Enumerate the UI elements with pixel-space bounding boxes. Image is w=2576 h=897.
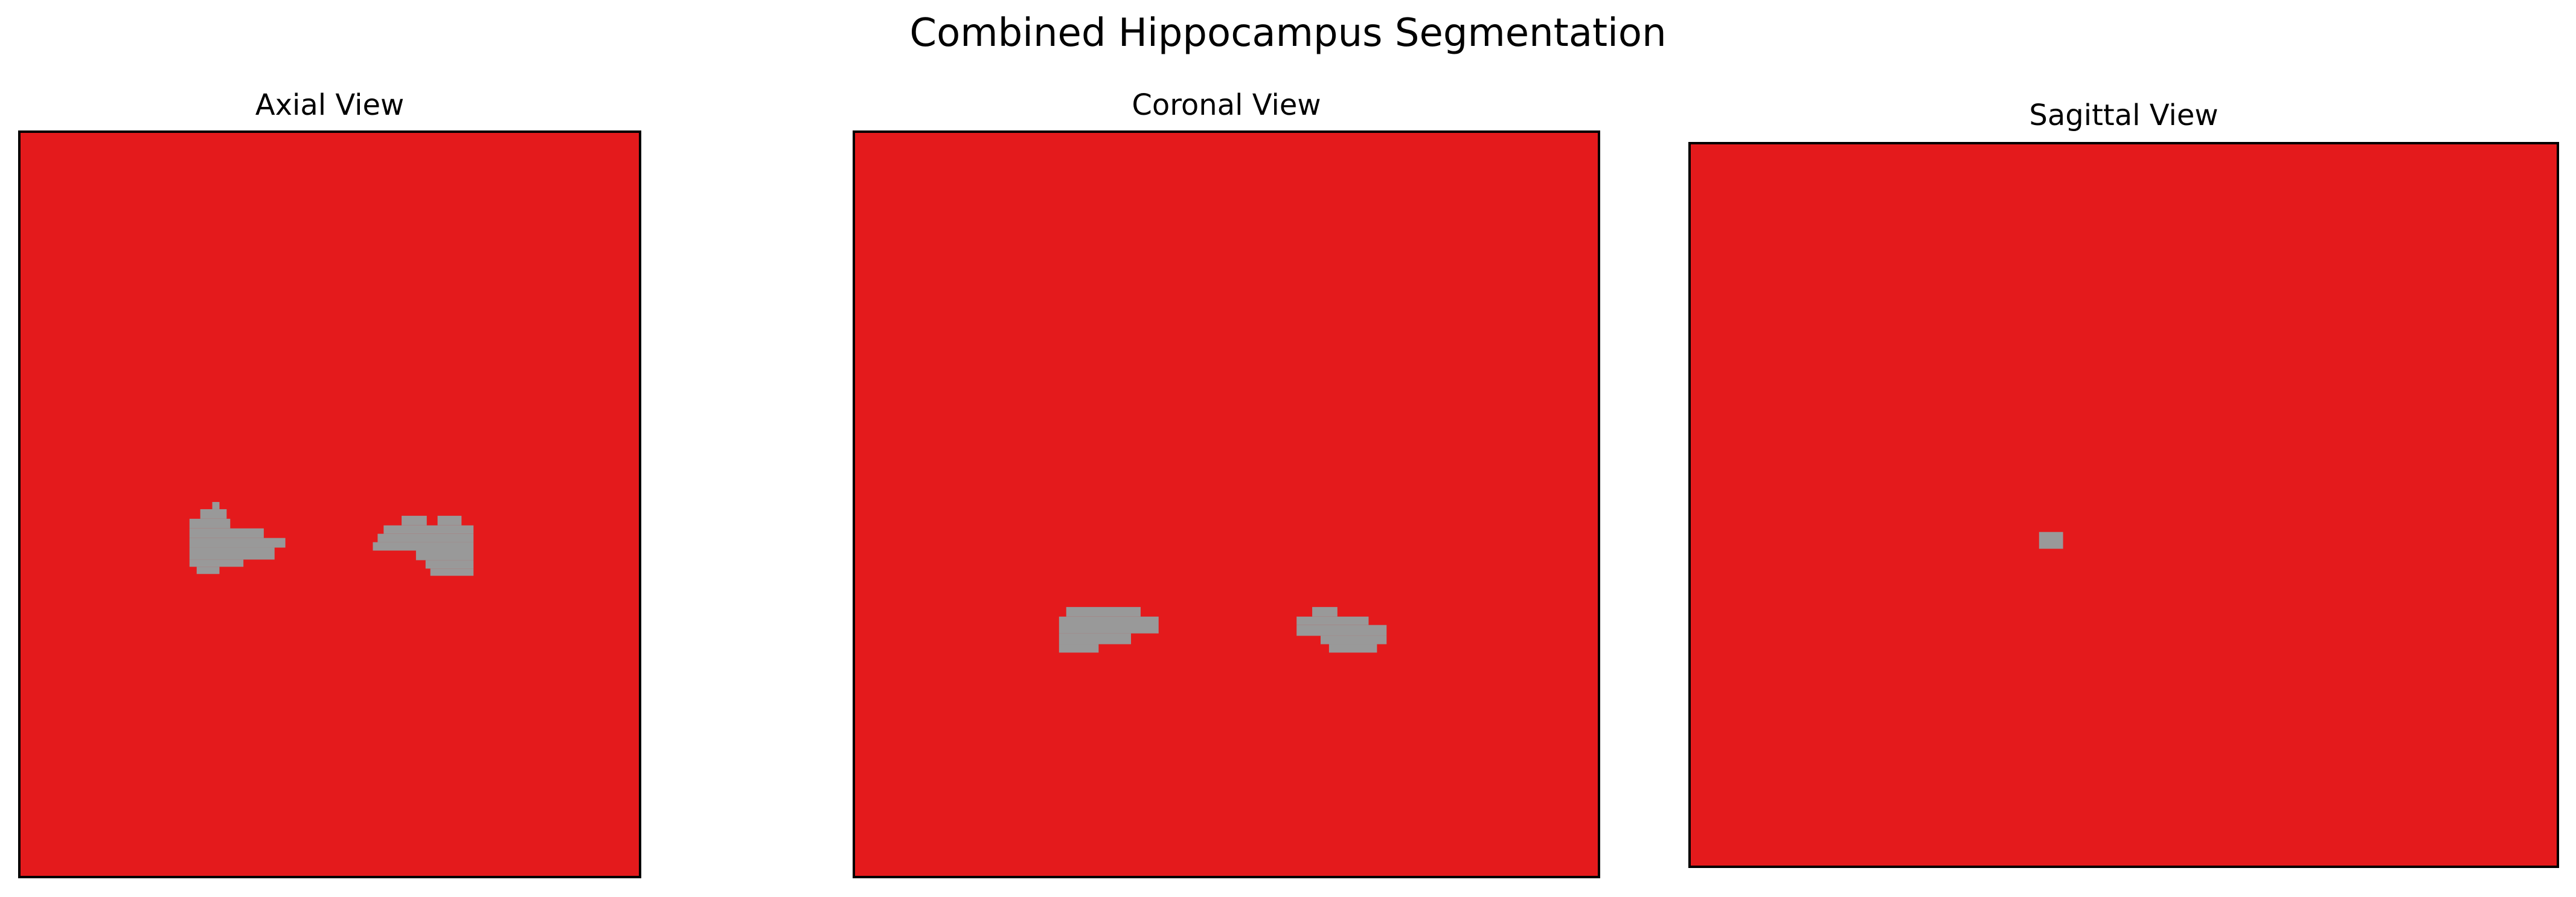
coronal-view-panel xyxy=(853,130,1600,878)
coronal-view-title: Coronal View xyxy=(1132,88,1321,122)
axial-left-region xyxy=(189,502,286,574)
axial-view-title: Axial View xyxy=(255,88,405,122)
figure-title: Combined Hippocampus Segmentation xyxy=(909,11,1667,56)
axial-background-label xyxy=(21,133,639,876)
coronal-right-region xyxy=(1296,606,1387,653)
coronal-view-image xyxy=(855,133,1598,876)
coronal-left-region xyxy=(1059,606,1159,653)
sagittal-view-panel xyxy=(1688,142,2559,868)
sagittal-background-label xyxy=(1691,144,2557,866)
axial-right-region xyxy=(373,515,474,576)
sagittal-view-image xyxy=(1691,144,2557,866)
axial-view-image xyxy=(21,133,639,876)
sagittal-view-title: Sagittal View xyxy=(2029,98,2219,132)
sagittal-region xyxy=(2039,532,2063,549)
axial-view-panel xyxy=(18,130,641,878)
coronal-background-label xyxy=(855,133,1598,876)
